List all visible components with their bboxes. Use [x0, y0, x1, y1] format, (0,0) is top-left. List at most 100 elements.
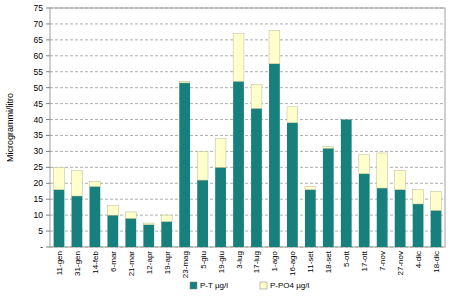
bar-segment	[413, 204, 424, 247]
bar-segment	[377, 188, 388, 247]
x-tick-label: 6-mar	[109, 251, 118, 272]
bar-segment	[107, 206, 118, 216]
plot-frame	[50, 8, 445, 247]
legend-swatch	[190, 282, 197, 289]
bar-segment	[359, 174, 370, 247]
bar-segment	[305, 186, 316, 189]
bar-segment	[233, 81, 244, 247]
bar-segment	[107, 215, 118, 247]
bar-segment	[251, 108, 262, 247]
chart: -51015202530354045505560657075Microgramm…	[0, 0, 450, 296]
grid-line	[50, 8, 445, 9]
x-tick-label: 4-dic	[414, 251, 423, 268]
y-tick-label: 75	[34, 3, 44, 13]
tick-mark	[46, 119, 50, 120]
x-tick-label: 19-giu	[217, 251, 226, 273]
bar-segment	[395, 190, 406, 247]
tick-mark	[46, 8, 50, 9]
x-tick-label: 5-ott	[342, 250, 351, 267]
x-tick-label: 7-nov	[378, 251, 387, 271]
bar-segment	[197, 180, 208, 247]
bar-segment	[377, 153, 388, 188]
tick-mark	[46, 103, 50, 104]
grid-line	[50, 151, 445, 152]
y-tick-label: -	[40, 242, 43, 252]
bar-segment	[54, 190, 65, 247]
tick-mark	[46, 55, 50, 56]
bar-segment	[215, 139, 226, 168]
x-tick-label: 21-mar	[127, 251, 136, 277]
bar-segment	[413, 190, 424, 204]
x-tick-label: 23-mag	[181, 251, 190, 278]
grid-line	[50, 87, 445, 88]
bar-segment	[323, 147, 334, 149]
x-tick-label: 3-lug	[235, 251, 244, 269]
x-tick-label: 17-lug	[252, 251, 261, 273]
bar-segment	[161, 222, 172, 247]
bar-segment	[431, 210, 442, 247]
bar-segment	[215, 167, 226, 247]
legend: P-T µg/l P-PO4 µg/l	[190, 281, 310, 290]
x-tick-label: 12-apr	[145, 251, 154, 274]
grid-line	[50, 135, 445, 136]
bar-segment	[233, 33, 244, 81]
x-tick-label: 31-gen	[73, 251, 82, 276]
legend-label: P-T µg/l	[200, 281, 228, 290]
x-tick-label: 11-set	[306, 250, 315, 272]
grid-line	[50, 23, 445, 24]
bar-segment	[90, 182, 101, 187]
bar-segment	[161, 215, 172, 221]
chart-root: -51015202530354045505560657075Microgramm…	[0, 0, 450, 296]
bar-segment	[251, 84, 262, 108]
bar-segment	[90, 186, 101, 247]
bar-segment	[143, 225, 154, 247]
y-tick-label: 40	[34, 115, 44, 125]
x-tick-label: 17-ott	[360, 250, 369, 271]
y-axis-label: Microgrammi/litro	[5, 93, 15, 162]
tick-mark	[46, 231, 50, 232]
legend-label: P-PO4 µg/l	[270, 281, 310, 290]
bar-segment	[323, 148, 334, 247]
bar-segment	[54, 167, 65, 189]
bar-segment	[269, 30, 280, 63]
bar-segment	[395, 171, 406, 190]
bar-segment	[359, 155, 370, 174]
y-tick-label: 55	[34, 67, 44, 77]
tick-mark	[46, 135, 50, 136]
x-tick-label: 16-ago	[288, 250, 297, 275]
bar-segment	[341, 120, 352, 247]
bar-segment	[197, 151, 208, 180]
tick-mark	[46, 39, 50, 40]
tick-mark	[46, 23, 50, 24]
grid-line	[50, 119, 445, 120]
tick-mark	[46, 183, 50, 184]
bar-segment	[287, 123, 298, 247]
y-tick-label: 15	[34, 194, 44, 204]
grid-line	[50, 103, 445, 104]
bar-segment	[305, 190, 316, 247]
x-tick-label: 1-ago	[270, 250, 279, 271]
bar-segment	[125, 218, 136, 247]
tick-mark	[46, 247, 50, 248]
tick-mark	[46, 215, 50, 216]
y-tick-label: 35	[34, 130, 44, 140]
x-tick-label: 11-gen	[55, 251, 64, 275]
y-tick-label: 60	[34, 51, 44, 61]
y-tick-label: 50	[34, 83, 44, 93]
x-tick-label: 18-set	[324, 250, 333, 273]
bar-segment	[179, 81, 190, 83]
y-tick-label: 25	[34, 162, 44, 172]
y-tick-label: 10	[34, 210, 44, 220]
bar-segment	[179, 83, 190, 247]
tick-mark	[46, 87, 50, 88]
y-tick-label: 5	[38, 226, 43, 236]
tick-mark	[46, 71, 50, 72]
x-tick-label: 27-nov	[396, 251, 405, 275]
bar-segment	[287, 107, 298, 123]
x-tick-label: 5-giu	[199, 251, 208, 269]
bar-segment	[72, 196, 83, 247]
x-tick-label: 19-apr	[163, 251, 172, 274]
bars	[54, 30, 442, 247]
bar-segment	[72, 171, 83, 196]
y-tick-label: 65	[34, 35, 44, 45]
